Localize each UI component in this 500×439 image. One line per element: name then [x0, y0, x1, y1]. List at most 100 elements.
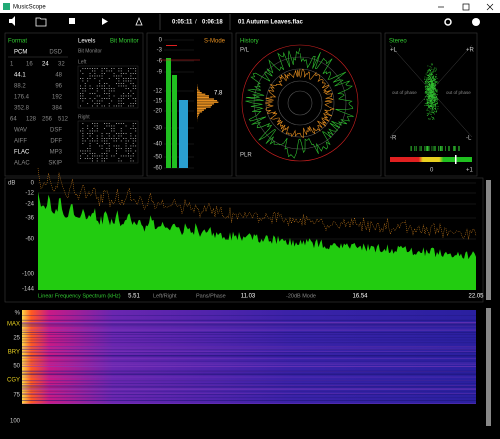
stereo-dot — [427, 113, 428, 114]
bit-dot — [116, 138, 117, 139]
bit-dot — [97, 106, 98, 107]
phase-tick — [435, 146, 436, 151]
spectrogram-line — [22, 329, 476, 330]
stereo-dot — [429, 98, 430, 99]
bit-dot — [133, 98, 134, 99]
bit-dot — [130, 151, 131, 152]
stereo-dot — [435, 98, 436, 99]
info-button[interactable] — [472, 18, 480, 26]
histogram-bin — [197, 97, 209, 98]
bit-dot — [80, 106, 81, 107]
bit-dot — [135, 98, 136, 99]
bit-dot — [121, 106, 122, 107]
stereo-dot — [433, 76, 434, 77]
spectrogram-line — [22, 323, 476, 324]
bit-dot — [97, 161, 98, 162]
mode-label: Pans/Phase — [196, 293, 226, 299]
stereo-dot — [433, 112, 434, 113]
bit-dot — [126, 143, 127, 144]
bit-dot — [109, 93, 110, 94]
stereo-dot — [428, 106, 429, 107]
stereo-dot — [425, 86, 426, 87]
bit-dot — [133, 86, 134, 87]
stereo-dot — [436, 68, 437, 69]
bit-dot — [121, 133, 122, 134]
stereo-dot — [429, 102, 430, 103]
stereo-dot — [429, 79, 430, 80]
stereo-dot — [436, 69, 437, 70]
bit-dot — [102, 101, 103, 102]
db-label: -36 — [25, 216, 34, 222]
spectrogram-line — [22, 374, 476, 375]
bit-dot — [94, 103, 95, 104]
phase-tick — [411, 146, 412, 151]
bit-dot — [118, 71, 119, 72]
stereo-dot — [429, 106, 430, 107]
stereo-dot — [436, 110, 437, 111]
bit-dot — [92, 156, 93, 157]
format-option: 176.4 — [14, 95, 30, 101]
stereo-dot — [425, 103, 426, 104]
stereo-dot — [433, 118, 434, 119]
bit-dot — [135, 151, 136, 152]
bit-dot — [133, 138, 134, 139]
bit-dot — [106, 138, 107, 139]
spectrogram-line — [22, 386, 476, 387]
bit-dot — [99, 103, 100, 104]
stereo-dot — [426, 103, 427, 104]
bit-dot — [106, 143, 107, 144]
bit-dot — [114, 146, 115, 147]
bit-dot — [114, 88, 115, 89]
stereo-dot — [432, 86, 433, 87]
bit-dot — [121, 68, 122, 69]
bit-dot — [118, 83, 119, 84]
stereo-dot — [433, 93, 434, 94]
bit-dot — [126, 81, 127, 82]
bit-dot — [104, 138, 105, 139]
stereo-dot — [424, 79, 425, 80]
bit-dot — [92, 76, 93, 77]
bit-dot — [82, 133, 83, 134]
bit-dot — [118, 133, 119, 134]
bit-dot — [133, 73, 134, 74]
stereo-dot — [433, 84, 434, 85]
bit-dot — [130, 96, 131, 97]
bit-dot — [102, 136, 103, 137]
scrollbar[interactable] — [486, 308, 491, 426]
title-bar — [0, 0, 500, 13]
stereo-dot — [434, 114, 435, 115]
bit-dot — [130, 68, 131, 69]
stop-button[interactable] — [69, 18, 75, 24]
bit-dot — [121, 83, 122, 84]
bit-dot — [123, 123, 124, 124]
bit-dot — [94, 93, 95, 94]
bit-dot — [111, 101, 112, 102]
bit-dot — [85, 91, 86, 92]
bit-dot — [109, 143, 110, 144]
scrollbar[interactable] — [486, 180, 491, 300]
bit-dot — [114, 73, 115, 74]
stereo-dot — [432, 64, 433, 65]
bit-dot — [118, 161, 119, 162]
bit-dot — [104, 158, 105, 159]
stereo-dot — [433, 92, 434, 93]
stereo-dot — [436, 96, 437, 97]
spectrogram-line — [22, 363, 476, 364]
bit-dot — [85, 153, 86, 154]
bit-dot — [130, 128, 131, 129]
histogram-bin — [197, 98, 214, 99]
bit-dot — [104, 128, 105, 129]
stereo-dot — [428, 110, 429, 111]
stereo-dot — [432, 90, 433, 91]
bit-dot — [109, 98, 110, 99]
stereo-dot — [432, 87, 433, 88]
bit-dot — [118, 76, 119, 77]
stereo-dot — [432, 119, 433, 120]
format-option: 1 — [10, 62, 14, 68]
db-label: -60 — [25, 237, 34, 243]
stereo-dot — [430, 74, 431, 75]
bit-dot — [97, 86, 98, 87]
spectrogram-label: % — [15, 311, 21, 317]
bit-dot — [80, 86, 81, 87]
stereo-dot — [435, 79, 436, 80]
